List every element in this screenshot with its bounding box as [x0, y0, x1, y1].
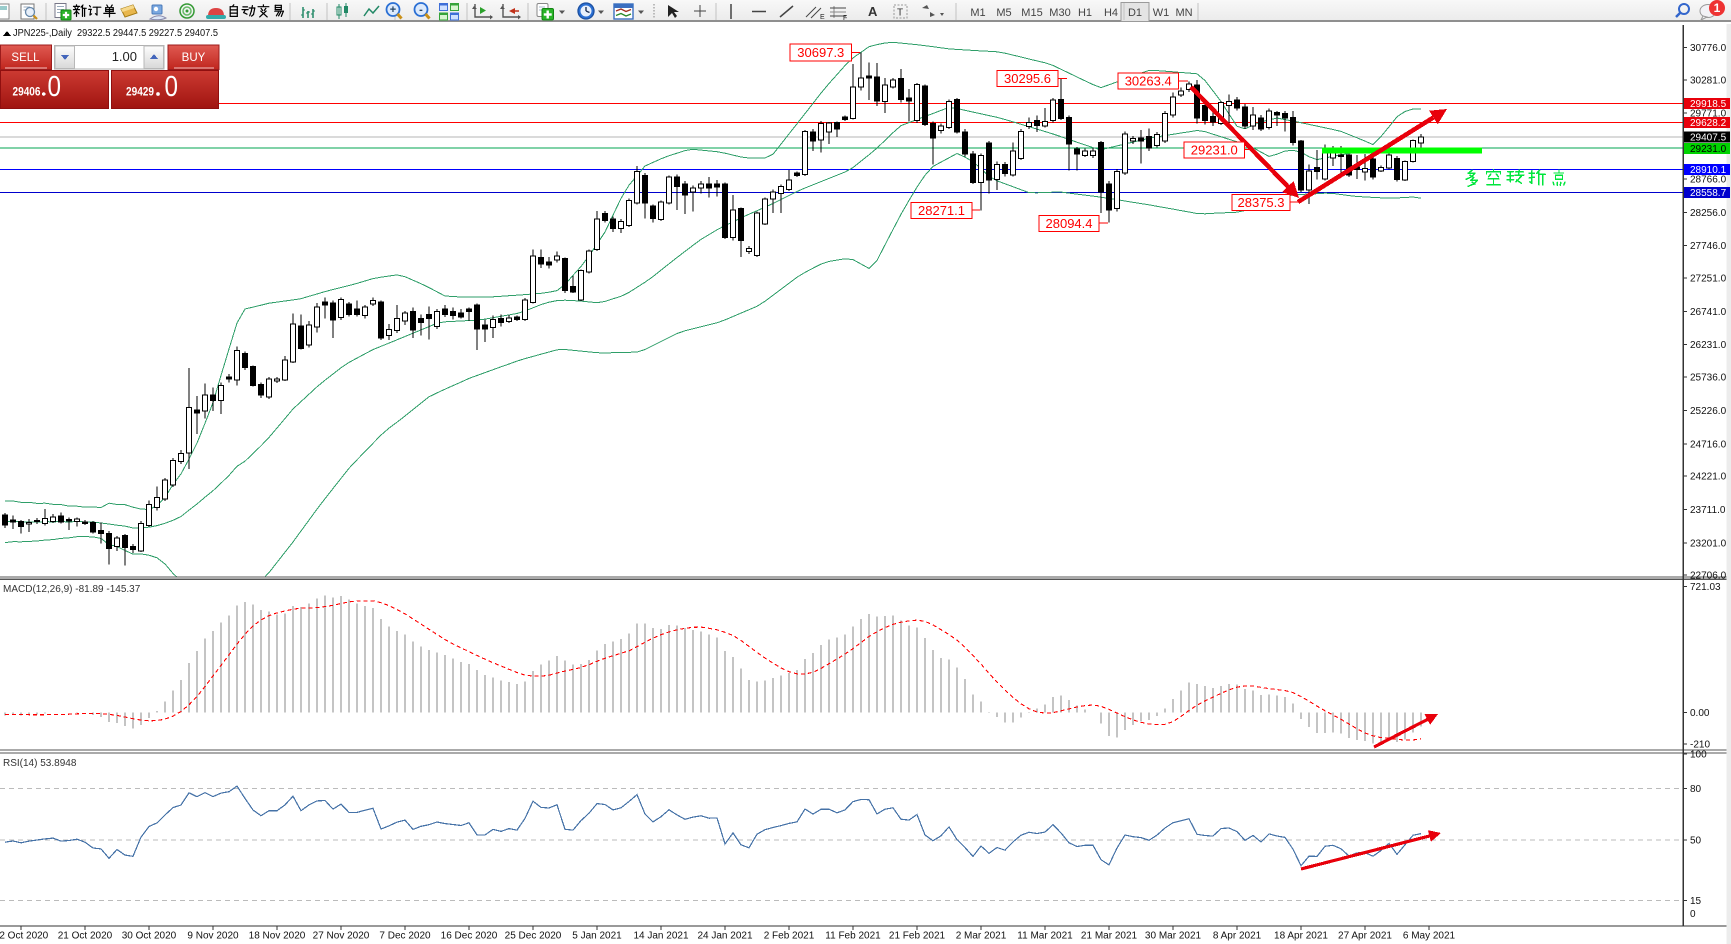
svg-text:29918.5: 29918.5 — [1690, 99, 1727, 110]
svg-text:25 Dec 2020: 25 Dec 2020 — [505, 931, 562, 942]
svg-text:12 Oct 2020: 12 Oct 2020 — [0, 931, 49, 942]
svg-text:28375.3: 28375.3 — [1238, 195, 1285, 210]
svg-text:28766.0: 28766.0 — [1690, 174, 1727, 185]
svg-text:RSI(14) 53.8948: RSI(14) 53.8948 — [3, 758, 77, 769]
svg-text:5 Jan 2021: 5 Jan 2021 — [572, 931, 622, 942]
svg-text:14 Jan 2021: 14 Jan 2021 — [633, 931, 688, 942]
svg-text:F: F — [843, 15, 847, 22]
svg-text:2 Feb 2021: 2 Feb 2021 — [764, 931, 815, 942]
svg-text:18 Apr 2021: 18 Apr 2021 — [1274, 931, 1328, 942]
svg-text:BUY: BUY — [182, 52, 206, 64]
svg-text:E: E — [820, 14, 825, 21]
svg-text:28910.1: 28910.1 — [1690, 165, 1727, 176]
svg-text:11 Mar 2021: 11 Mar 2021 — [1017, 931, 1073, 942]
svg-text:29231.0: 29231.0 — [1690, 144, 1727, 155]
svg-text:MN: MN — [1175, 7, 1192, 19]
svg-text:H4: H4 — [1104, 7, 1118, 19]
svg-text:8 Apr 2021: 8 Apr 2021 — [1213, 931, 1262, 942]
svg-text:30263.4: 30263.4 — [1125, 74, 1172, 89]
svg-text:29429: 29429 — [126, 87, 154, 99]
svg-text:0.00: 0.00 — [1690, 708, 1710, 719]
svg-text:D1: D1 — [1128, 7, 1142, 19]
svg-text:28256.0: 28256.0 — [1690, 208, 1727, 219]
svg-text:28558.7: 28558.7 — [1690, 188, 1727, 199]
svg-text:80: 80 — [1690, 784, 1702, 795]
svg-text:26231.0: 26231.0 — [1690, 340, 1727, 351]
svg-text:-210: -210 — [1690, 740, 1710, 751]
svg-text:29231.0: 29231.0 — [1191, 143, 1238, 158]
svg-text:A: A — [868, 4, 878, 19]
svg-text:1.00: 1.00 — [112, 49, 137, 64]
svg-text:9 Nov 2020: 9 Nov 2020 — [187, 931, 239, 942]
svg-text:721.03: 721.03 — [1690, 582, 1721, 593]
svg-text:23711.0: 23711.0 — [1690, 505, 1726, 516]
svg-text:M15: M15 — [1021, 7, 1042, 19]
svg-text:18 Nov 2020: 18 Nov 2020 — [249, 931, 306, 942]
svg-text:24716.0: 24716.0 — [1690, 439, 1727, 450]
svg-text:+: + — [390, 4, 396, 16]
svg-text:11 Feb 2021: 11 Feb 2021 — [825, 931, 881, 942]
svg-text:16 Dec 2020: 16 Dec 2020 — [441, 931, 498, 942]
svg-text:27746.0: 27746.0 — [1690, 241, 1727, 252]
svg-text:MACD(12,26,9) -81.89 -145.37: MACD(12,26,9) -81.89 -145.37 — [3, 584, 141, 595]
svg-text:30 Oct 2020: 30 Oct 2020 — [122, 931, 177, 942]
svg-text:6 May 2021: 6 May 2021 — [1403, 931, 1456, 942]
svg-text:SELL: SELL — [11, 52, 40, 64]
svg-text:1: 1 — [1714, 1, 1721, 15]
svg-text:24221.0: 24221.0 — [1690, 472, 1727, 483]
svg-text:50: 50 — [1690, 836, 1702, 847]
svg-text:7 Dec 2020: 7 Dec 2020 — [379, 931, 431, 942]
svg-text:100: 100 — [1690, 750, 1707, 761]
svg-text:M1: M1 — [970, 7, 985, 19]
svg-text:M5: M5 — [996, 7, 1011, 19]
svg-text:21 Feb 2021: 21 Feb 2021 — [889, 931, 946, 942]
svg-text:29771.0: 29771.0 — [1690, 109, 1727, 120]
svg-text:W1: W1 — [1153, 7, 1170, 19]
svg-text:25226.0: 25226.0 — [1690, 406, 1727, 417]
svg-text:-: - — [419, 4, 423, 16]
svg-text:H1: H1 — [1078, 7, 1092, 19]
svg-text:30295.6: 30295.6 — [1004, 71, 1051, 86]
svg-text:2 Mar 2021: 2 Mar 2021 — [956, 931, 1007, 942]
svg-text:21 Mar 2021: 21 Mar 2021 — [1081, 931, 1138, 942]
svg-text:15: 15 — [1690, 896, 1702, 907]
svg-text:30697.3: 30697.3 — [797, 45, 844, 60]
svg-text:27 Nov 2020: 27 Nov 2020 — [313, 931, 370, 942]
svg-text:JPN225-,Daily 29322.5 29447.5: JPN225-,Daily 29322.5 29447.5 29227.5 29… — [13, 28, 218, 39]
svg-text:29406: 29406 — [13, 87, 41, 99]
svg-text:0: 0 — [165, 71, 179, 103]
svg-text:0: 0 — [48, 71, 62, 103]
svg-text:23201.0: 23201.0 — [1690, 538, 1727, 549]
svg-text:22706.0: 22706.0 — [1690, 571, 1727, 582]
svg-text:25736.0: 25736.0 — [1690, 373, 1727, 384]
svg-text:27251.0: 27251.0 — [1690, 274, 1727, 285]
svg-text:24 Jan 2021: 24 Jan 2021 — [697, 931, 752, 942]
svg-text:29407.5: 29407.5 — [1690, 133, 1727, 144]
svg-text:28094.4: 28094.4 — [1046, 216, 1093, 231]
svg-text:30 Mar 2021: 30 Mar 2021 — [1145, 931, 1202, 942]
svg-text:29628.2: 29628.2 — [1690, 118, 1727, 129]
svg-text:21 Oct 2020: 21 Oct 2020 — [58, 931, 113, 942]
svg-text:30776.0: 30776.0 — [1690, 43, 1727, 54]
svg-text:T: T — [897, 8, 903, 19]
svg-text:28271.1: 28271.1 — [918, 203, 965, 218]
svg-text:27 Apr 2021: 27 Apr 2021 — [1338, 931, 1392, 942]
svg-text:M30: M30 — [1049, 7, 1070, 19]
svg-text:0: 0 — [1690, 909, 1696, 920]
svg-text:26741.0: 26741.0 — [1690, 307, 1727, 318]
svg-text:30281.0: 30281.0 — [1690, 75, 1727, 86]
